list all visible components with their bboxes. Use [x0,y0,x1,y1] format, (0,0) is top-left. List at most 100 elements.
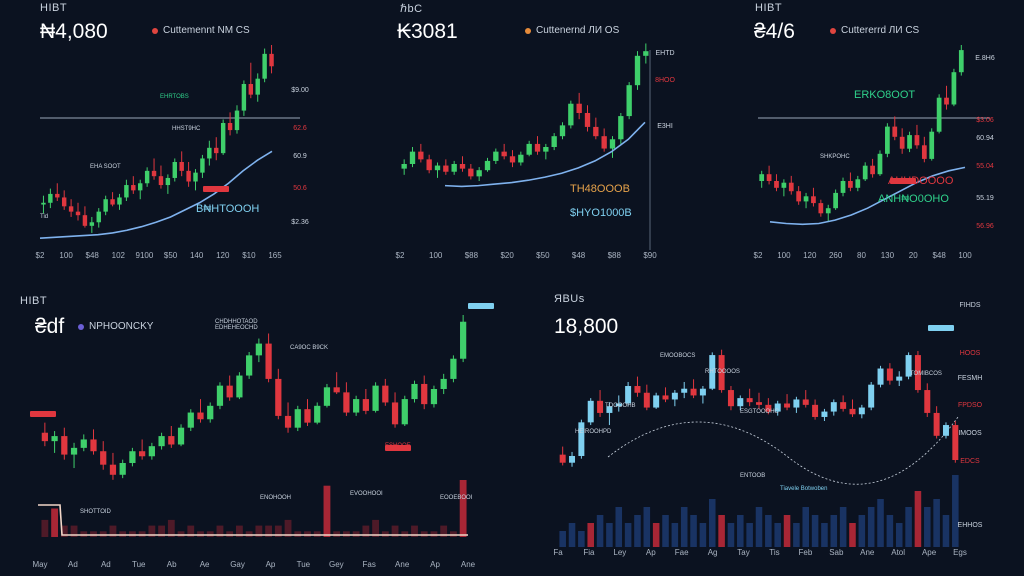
candle [68,206,74,212]
candle [601,136,607,149]
x-tick-label: 102 [112,251,126,260]
x-tick-label: 130 [881,251,895,260]
volume-bar [886,515,894,547]
candle [662,395,669,400]
chart-annotation: Tiavele Botwoben [780,486,827,492]
candle [634,55,641,86]
y-tick-label: FPDSO [958,402,983,409]
chart-annotation: TOMIBCOS [910,371,942,377]
candle [51,436,58,442]
x-tick-label: Tue [297,560,311,569]
candle [924,390,931,413]
candle [468,168,474,177]
candle [848,181,853,188]
chart-panel-1: HIBT ₦4,080 Cuttemennt NM CS $9.00 62.6 60… [0,0,330,270]
candle [551,136,557,147]
candle [812,404,819,417]
candle [426,159,432,171]
moving-average-line [444,121,646,188]
candle [933,412,940,436]
chart-panel-3: HIBT ₴4/6 Cuttererrd ЛИ CS E.8H6 $3.06 60.… [700,0,1024,270]
candle [699,388,706,396]
volume-bar [671,523,679,547]
volume-bar [867,507,875,547]
candle [718,355,725,391]
x-tick-label: $48 [932,251,946,260]
x-tick-label: 120 [216,251,230,260]
volume-bar [440,525,448,537]
candle [774,181,779,188]
candle [227,123,233,131]
volume-bar [226,531,234,537]
candle [220,123,226,154]
volume-bar [587,523,594,547]
volume-bar [933,499,940,547]
legend-label: NPHOONCKY [89,321,154,332]
candle [597,400,604,413]
x-tick-label: $50 [164,251,178,260]
volume-bar [839,507,847,547]
y-tick-label: 60.94 [976,135,994,142]
x-tick-label: Ane [461,560,476,569]
chart-annotation: HHST9HC [172,126,201,132]
candle [343,392,350,413]
candle [892,126,898,137]
candle [793,399,800,408]
panel-title: HIBT [20,295,48,307]
volume-bar [51,508,58,537]
candle [942,425,949,436]
candle [958,50,964,73]
candle [784,403,791,408]
chart-annotation: EMOOBOCS [660,353,695,359]
candle [840,181,846,193]
chart-annotation: TOOOOHB [605,403,636,409]
x-tick-label: 260 [829,251,843,260]
price-value: ₭3081 [397,20,458,43]
volume-bar [420,531,428,537]
candle [200,158,205,173]
volume-bar [450,531,457,537]
moving-average-line [39,150,273,240]
volume-bar [294,531,302,537]
candle [568,103,574,126]
volume-bar [924,507,931,547]
candle [177,427,185,445]
candle [905,355,912,377]
chart-annotation: ENTOOB [740,473,765,479]
y-tick-label: $9.00 [291,87,309,94]
volume-bar [381,531,389,537]
chart-panel-5: ЯBUs 18,800 FIHDS HOOS FESMH FPDSO IMOOS EDCS… [530,285,1024,576]
candle [165,177,171,186]
chart-annotation: EHA SOOT [90,164,121,170]
candle [82,215,88,226]
legend-dot [830,27,836,34]
candle [179,162,184,171]
price-value: ₴4/6 [754,20,795,43]
chart-annotation: SHOTTOID [80,509,112,515]
x-tick-label: Fia [583,548,595,557]
x-tick-label: Gey [329,560,344,569]
candle [158,176,164,186]
candle [501,151,507,157]
candle [144,170,150,184]
volume-bar [343,531,350,537]
volume-bar [952,475,959,547]
candle [96,211,101,223]
legend-dot [78,323,84,330]
volume-bar [119,531,127,537]
volume-bar [830,515,838,547]
candle [781,182,787,188]
volume-bar [708,499,716,547]
chart-annotation: $HYO1000B [570,207,632,219]
y-tick-label: $2.36 [291,219,309,226]
candle [139,451,146,457]
candle [727,390,734,407]
chart-annotation: B₦HTOOOH [196,203,259,215]
candle [643,392,650,408]
volume-bar [70,525,78,537]
candle [774,403,781,412]
candle [606,406,613,413]
y-tick-label: IMOOS [958,430,982,437]
candle [858,407,865,415]
candle [821,411,828,417]
